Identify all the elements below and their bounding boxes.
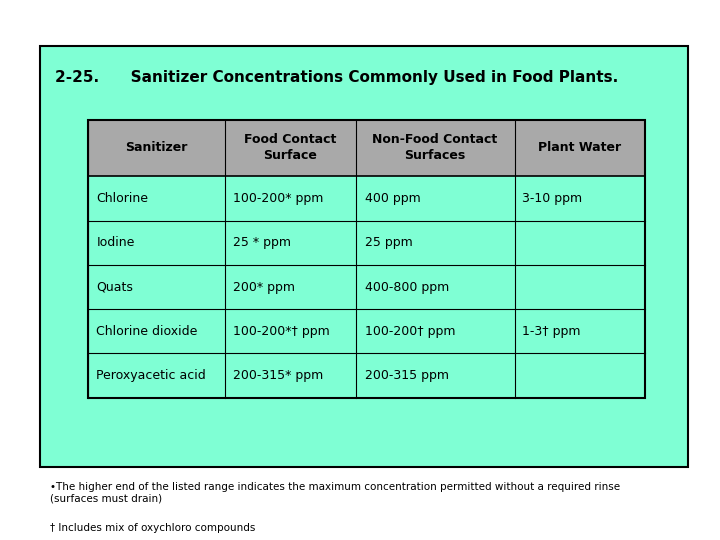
Bar xyxy=(89,265,646,309)
Text: 25 ppm: 25 ppm xyxy=(365,236,413,249)
Bar xyxy=(89,220,646,265)
Text: † Includes mix of oxychloro compounds: † Includes mix of oxychloro compounds xyxy=(50,523,256,534)
Bar xyxy=(89,119,646,176)
Text: 1-3† ppm: 1-3† ppm xyxy=(523,325,581,338)
Text: 3-10 ppm: 3-10 ppm xyxy=(523,192,582,205)
Text: 200-315* ppm: 200-315* ppm xyxy=(233,369,323,382)
Bar xyxy=(89,309,646,353)
Bar xyxy=(89,119,646,397)
Text: 25 * ppm: 25 * ppm xyxy=(233,236,291,249)
Text: Iodine: Iodine xyxy=(96,236,135,249)
Text: 200* ppm: 200* ppm xyxy=(233,280,294,294)
Text: Food Contact
Surface: Food Contact Surface xyxy=(244,133,336,163)
Text: Chlorine: Chlorine xyxy=(96,192,148,205)
Text: 400-800 ppm: 400-800 ppm xyxy=(365,280,449,294)
Text: 200-315 ppm: 200-315 ppm xyxy=(365,369,449,382)
Bar xyxy=(40,46,688,467)
Text: Quats: Quats xyxy=(96,280,133,294)
Text: 2-25.      Sanitizer Concentrations Commonly Used in Food Plants.: 2-25. Sanitizer Concentrations Commonly … xyxy=(55,70,618,85)
Bar xyxy=(89,353,646,397)
Text: Sanitizer: Sanitizer xyxy=(125,141,188,154)
Text: 400 ppm: 400 ppm xyxy=(365,192,421,205)
Text: Peroxyacetic acid: Peroxyacetic acid xyxy=(96,369,206,382)
Text: 100-200*† ppm: 100-200*† ppm xyxy=(233,325,329,338)
Bar xyxy=(89,176,646,220)
Text: •The higher end of the listed range indicates the maximum concentration permitte: •The higher end of the listed range indi… xyxy=(50,482,621,504)
Text: Plant Water: Plant Water xyxy=(539,141,621,154)
Text: 100-200* ppm: 100-200* ppm xyxy=(233,192,323,205)
Text: 100-200† ppm: 100-200† ppm xyxy=(365,325,456,338)
Text: Non-Food Contact
Surfaces: Non-Food Contact Surfaces xyxy=(372,133,498,163)
Text: Chlorine dioxide: Chlorine dioxide xyxy=(96,325,198,338)
